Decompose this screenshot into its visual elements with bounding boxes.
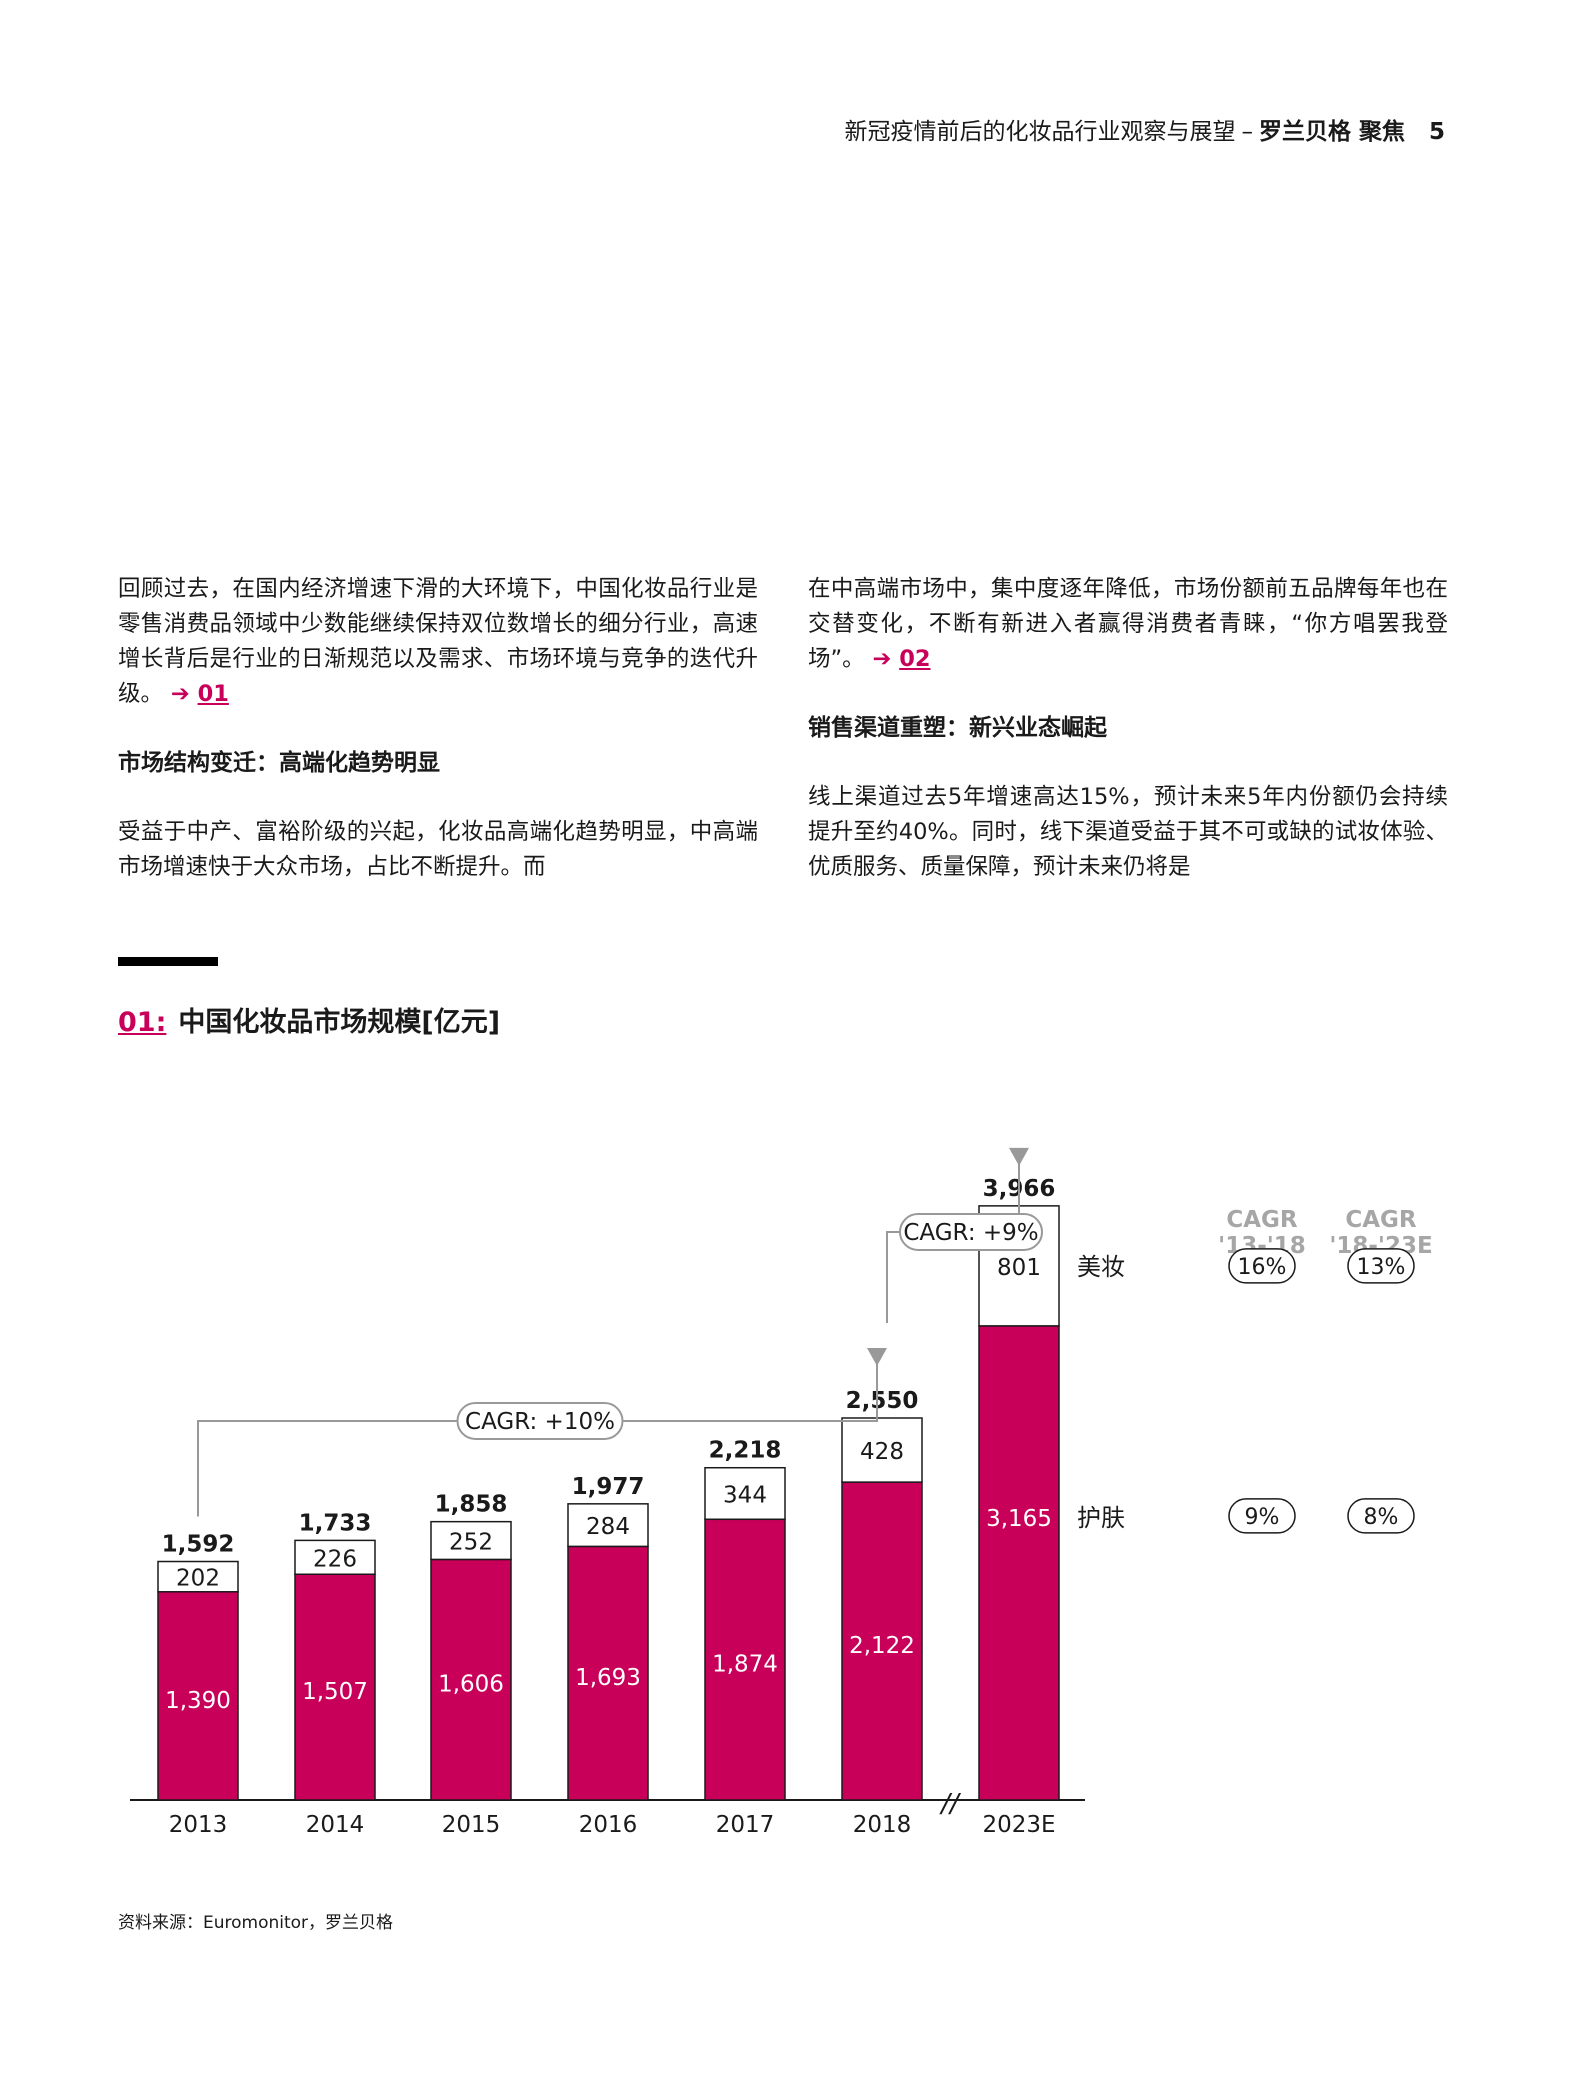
data-label-makeup: 801 — [997, 1255, 1041, 1281]
cagr-header-line1: CAGR — [1226, 1207, 1298, 1233]
chart-number: 01: — [118, 1007, 167, 1038]
bar-makeup-2017 — [704, 1466, 786, 1521]
left-column: 回顾过去，在国内经济增速下滑的大环境下，中国化妆品行业是零售消费品领域中少数能继… — [118, 572, 758, 919]
bar-makeup-2014 — [294, 1539, 376, 1575]
bar-skincare-2023E — [978, 1325, 1060, 1801]
data-label-skincare: 1,507 — [302, 1679, 368, 1705]
data-label-makeup: 202 — [176, 1566, 220, 1592]
x-tick-label: 2015 — [442, 1812, 501, 1838]
cagr-arrowhead-13-18 — [867, 1348, 887, 1366]
bar-makeup-2016 — [567, 1503, 649, 1548]
x-tick-label: 2023E — [982, 1812, 1055, 1838]
cagr-header-line1: CAGR — [1345, 1207, 1417, 1233]
cagr-arrowhead-18-23 — [1009, 1147, 1029, 1166]
data-label-makeup: 284 — [586, 1514, 630, 1540]
cagr-badge — [1347, 1248, 1415, 1284]
exhibit-link-02[interactable]: ➔ 02 — [872, 646, 931, 672]
section-divider — [118, 957, 218, 966]
data-label-makeup: 252 — [449, 1530, 493, 1556]
cagr-13-18-pill — [456, 1402, 624, 1440]
arrow-right-icon: ➔ — [170, 681, 190, 707]
cagr-18-23-pill — [899, 1213, 1043, 1251]
left-heading: 市场结构变迁：高端化趋势明显 — [118, 750, 440, 776]
data-label-skincare: 2,122 — [849, 1633, 915, 1659]
bar-skincare-2013 — [157, 1591, 239, 1801]
bar-makeup-2015 — [430, 1520, 512, 1561]
chart-title: 01: 中国化妆品市场规模[亿元] — [118, 1000, 500, 1039]
header-dash: – — [1241, 119, 1253, 145]
bar-skincare-2015 — [430, 1558, 512, 1801]
x-tick-label: 2017 — [716, 1812, 775, 1838]
cagr-badge — [1347, 1498, 1415, 1534]
chart-title-text: 中国化妆品市场规模[亿元] — [178, 1007, 501, 1038]
x-tick-label: 2014 — [306, 1812, 365, 1838]
bar-skincare-2017 — [704, 1518, 786, 1801]
data-label-skincare: 1,606 — [438, 1672, 504, 1698]
data-label-makeup: 226 — [313, 1546, 357, 1572]
data-label-total: 1,977 — [572, 1474, 645, 1500]
bar-skincare-2014 — [294, 1573, 376, 1801]
bar-skincare-2016 — [567, 1545, 649, 1801]
cagr-value-makeup: 13% — [1357, 1255, 1406, 1280]
legend-skincare: 护肤 — [1077, 1504, 1125, 1532]
cagr-badge — [1228, 1498, 1296, 1534]
data-label-makeup: 344 — [723, 1483, 767, 1509]
cagr-value-skincare: 9% — [1245, 1505, 1280, 1530]
cagr-value-makeup: 16% — [1238, 1255, 1287, 1280]
header-brand: 罗兰贝格 聚焦 — [1258, 119, 1405, 145]
x-tick-label: 2016 — [579, 1812, 638, 1838]
cagr-badge — [1228, 1248, 1296, 1284]
data-label-total: 1,858 — [435, 1492, 508, 1518]
data-label-total: 1,592 — [162, 1532, 235, 1558]
header-title: 新冠疫情前后的化妆品行业观察与展望 — [844, 119, 1236, 145]
data-label-total: 2,218 — [709, 1438, 782, 1464]
x-tick-label: 2018 — [853, 1812, 912, 1838]
right-heading: 销售渠道重塑：新兴业态崛起 — [808, 715, 1107, 741]
data-label-skincare: 1,874 — [712, 1652, 778, 1678]
x-tick-label: 2013 — [169, 1812, 228, 1838]
bar-makeup-2013 — [157, 1560, 239, 1593]
data-label-total: 2,550 — [846, 1388, 919, 1414]
cagr-13-18-label: CAGR: +10% — [465, 1409, 615, 1435]
page-number: 5 — [1428, 119, 1445, 145]
bar-makeup-2018 — [841, 1417, 923, 1483]
data-label-total: 1,733 — [299, 1510, 372, 1536]
data-label-skincare: 1,693 — [575, 1665, 641, 1691]
data-label-skincare: 1,390 — [165, 1688, 231, 1714]
legend-makeup: 美妆 — [1077, 1253, 1125, 1281]
page-header: 新冠疫情前后的化妆品行业观察与展望 – 罗兰贝格 聚焦 5 — [844, 112, 1445, 146]
left-paragraph-1: 回顾过去，在国内经济增速下滑的大环境下，中国化妆品行业是零售消费品领域中少数能继… — [118, 576, 758, 707]
cagr-18-23-label: CAGR: +9% — [903, 1220, 1038, 1246]
right-paragraph-2: 线上渠道过去5年增速高达15%，预计未来5年内份额仍会持续提升至约40%。同时，… — [808, 784, 1448, 880]
exhibit-link-01[interactable]: ➔ 01 — [170, 681, 229, 707]
right-paragraph-1: 在中高端市场中，集中度逐年降低，市场份额前五品牌每年也在交替变化，不断有新进入者… — [808, 576, 1448, 672]
bar-skincare-2018 — [841, 1481, 923, 1801]
data-label-skincare: 3,165 — [986, 1506, 1052, 1532]
right-column: 在中高端市场中，集中度逐年降低，市场份额前五品牌每年也在交替变化，不断有新进入者… — [808, 572, 1448, 919]
axis-break-marker: // — [939, 1789, 962, 1819]
data-label-makeup: 428 — [860, 1439, 904, 1465]
cagr-value-skincare: 8% — [1364, 1505, 1399, 1530]
source-note: 资料来源：Euromonitor，罗兰贝格 — [118, 1913, 394, 1933]
arrow-right-icon: ➔ — [872, 646, 892, 672]
left-paragraph-2: 受益于中产、富裕阶级的兴起，化妆品高端化趋势明显，中高端市场增速快于大众市场，占… — [118, 819, 758, 880]
